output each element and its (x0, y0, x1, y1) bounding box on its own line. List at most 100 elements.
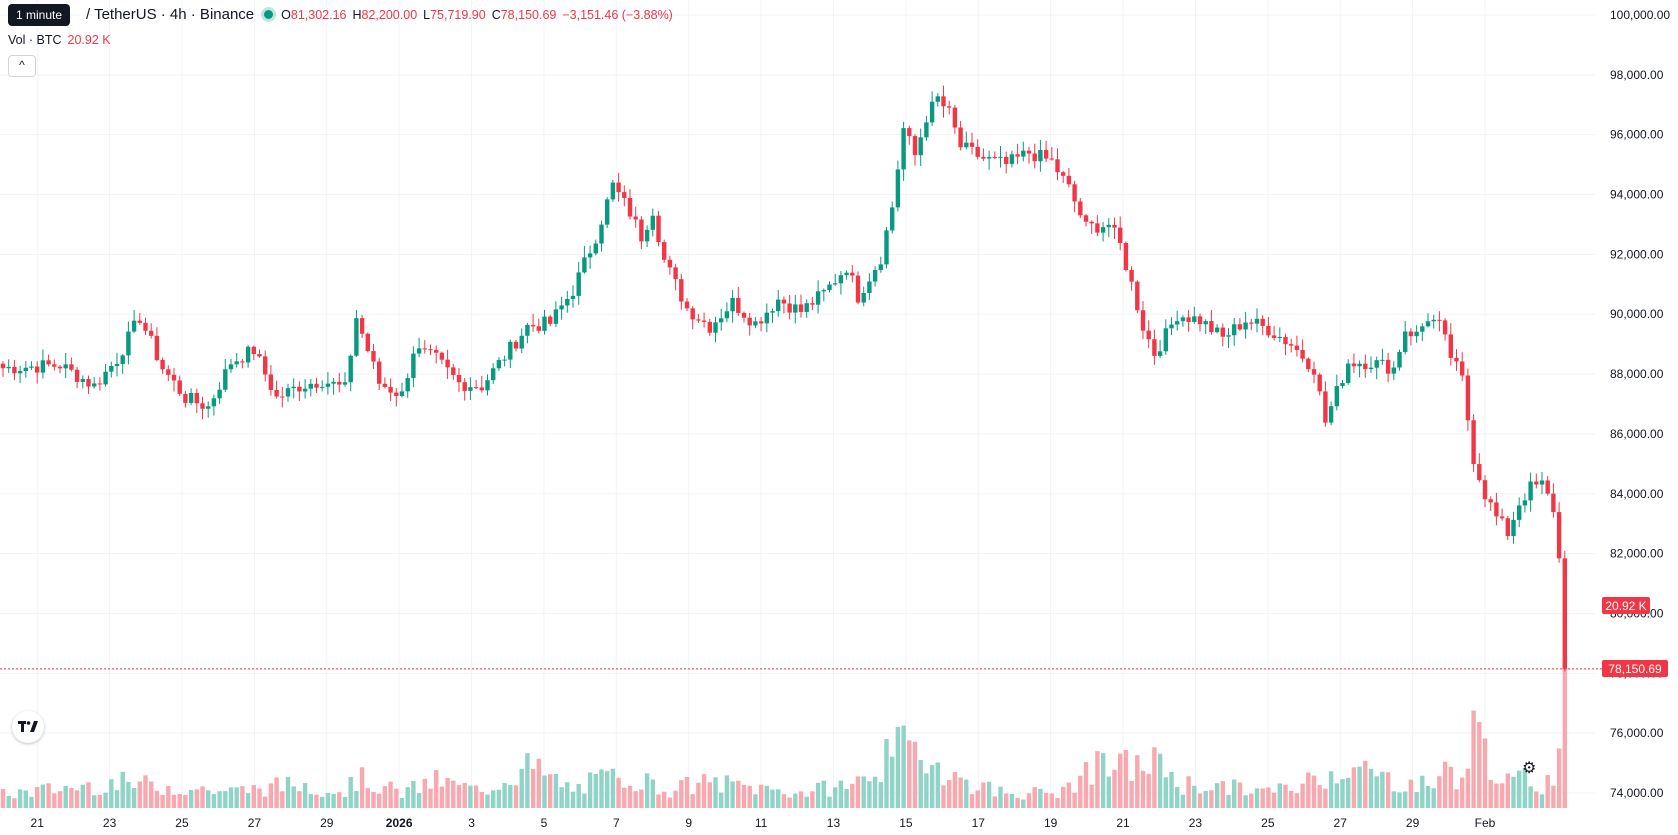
volume-bars (0, 658, 1567, 808)
volume-bar (1209, 790, 1214, 808)
candle-body (63, 364, 68, 369)
collapse-legend-button[interactable]: ^ (8, 55, 36, 77)
volume-bar (1140, 770, 1146, 808)
candle-body (815, 291, 821, 305)
volume-bar (662, 791, 667, 808)
volume-bar (992, 796, 997, 808)
volume-bar (1397, 792, 1402, 808)
candle-body (901, 128, 906, 170)
volume-bar (1243, 795, 1248, 808)
volume-value: 20.92 K (67, 33, 111, 47)
candle-body (559, 305, 564, 310)
x-tick-label: 3 (468, 816, 475, 830)
candle-body (838, 275, 844, 284)
symbol-title[interactable]: / TetherUS · 4h · Binance (86, 6, 255, 23)
candle-body (1277, 336, 1282, 338)
volume-bar (1135, 755, 1140, 808)
volume-bar (827, 796, 832, 808)
volume-bar (815, 782, 821, 808)
volume-bar (331, 793, 336, 808)
volume-bar (1363, 760, 1368, 808)
volume-bar (405, 787, 410, 808)
candle-body (1266, 325, 1271, 336)
candle-body (895, 169, 901, 208)
volume-bar (422, 778, 427, 808)
time-axis[interactable]: 21 23 25 27 29 2026 3 5 7 9 11 13 15 17 19 21 23 25 27 29 Fe… (31, 816, 1496, 830)
volume-bar (793, 793, 798, 808)
volume-bar (1346, 777, 1351, 808)
candle-body (918, 137, 923, 156)
volume-bar (177, 794, 182, 808)
volume-bar (952, 772, 958, 808)
candle-body (1237, 324, 1243, 330)
volume-bar (314, 794, 319, 808)
candle-body (228, 364, 234, 370)
price-badge: 78,150.69 (1602, 660, 1668, 677)
x-tick-label: 23 (1189, 816, 1203, 830)
tradingview-logo-icon[interactable] (12, 711, 44, 743)
volume-bar (285, 776, 291, 808)
candle-body (97, 383, 103, 385)
candle-body (1157, 351, 1163, 356)
volume-bar (502, 782, 507, 808)
volume-bar (1556, 748, 1562, 808)
gear-icon[interactable]: ⚙ (1522, 760, 1537, 777)
volume-bar (1442, 761, 1448, 808)
y-tick-label: 84,000.00 (1610, 487, 1664, 501)
candle-body (69, 364, 74, 370)
market-status-icon[interactable] (264, 10, 274, 19)
candle-body (1180, 317, 1186, 322)
candle-body (1357, 363, 1362, 367)
volume-bar (1112, 769, 1117, 808)
candle-body (217, 389, 222, 399)
volume-bar (365, 788, 370, 808)
candle-body (1374, 360, 1379, 368)
volume-bar (302, 783, 308, 808)
volume-bar (35, 786, 40, 808)
x-tick-label: 9 (685, 816, 692, 830)
volume-bar (508, 784, 513, 808)
volume-bar (1494, 783, 1499, 808)
volume-bar (428, 788, 433, 808)
candle-body (1425, 321, 1431, 327)
candle-body (1414, 331, 1419, 337)
ohlc-low: L75,719.90 (423, 7, 486, 22)
volume-bar (781, 794, 787, 808)
candle-body (52, 364, 57, 367)
volume-bar (798, 791, 804, 808)
volume-bar (280, 791, 285, 808)
candle-body (821, 290, 826, 292)
candle-body (1534, 481, 1539, 485)
volume-bar (1038, 788, 1043, 808)
x-tick-label: 11 (755, 816, 768, 830)
volume-bar (416, 793, 422, 808)
candle-body (1175, 321, 1180, 325)
y-tick-label: 92,000.00 (1610, 247, 1664, 261)
candle-body (502, 359, 507, 361)
candle-body (1220, 327, 1225, 337)
x-tick-label: 19 (1044, 816, 1058, 830)
volume-bar (986, 781, 992, 808)
volume-bar (6, 795, 11, 808)
candle-body (348, 355, 353, 383)
candle-body (787, 303, 792, 313)
volume-bar (901, 725, 906, 808)
volume-bar (1026, 793, 1032, 808)
candle-body (1232, 324, 1237, 336)
candle-body (855, 275, 861, 303)
candle-body (867, 281, 872, 293)
volume-bar (1021, 799, 1026, 808)
x-tick-label: 23 (103, 816, 117, 830)
candle-body (1043, 150, 1049, 159)
candle-body (263, 356, 268, 375)
candle-body (1539, 480, 1545, 485)
candle-body (736, 297, 741, 313)
volume-bar (776, 789, 781, 808)
volume-bar (166, 785, 171, 808)
volume-bar (958, 777, 963, 808)
volume-bar (1260, 788, 1265, 808)
volume-bar (1066, 782, 1072, 808)
price-axis[interactable]: 100,000.00 98,000.00 96,000.00 94,000.00 92,… (1610, 8, 1670, 800)
grid-lines (0, 0, 1595, 808)
